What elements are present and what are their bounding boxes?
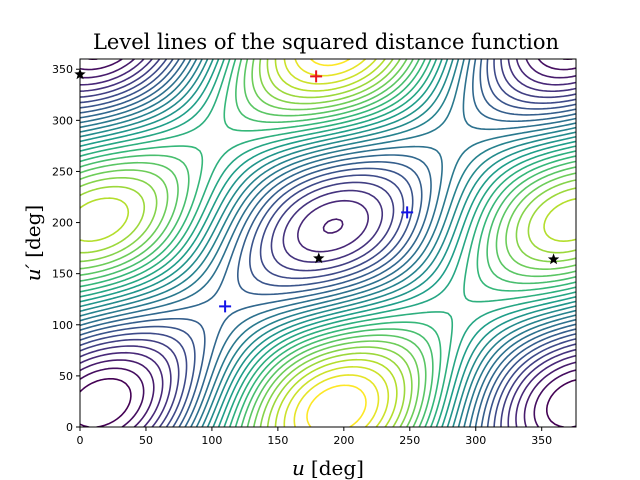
markers — [74, 68, 560, 313]
star-marker — [547, 253, 560, 265]
plus-marker — [310, 70, 323, 83]
contour-level — [80, 59, 576, 427]
contour-level — [80, 59, 576, 427]
contour-level — [80, 59, 576, 427]
x-tick-label: 250 — [399, 434, 420, 447]
x-axis-label-unit: [deg] — [311, 456, 364, 480]
x-axis-ticks: 0 50 100 150 200 250 300 350 — [77, 427, 552, 447]
y-tick-label: 150 — [52, 268, 73, 281]
x-tick-label: 200 — [333, 434, 354, 447]
star-marker — [313, 252, 325, 264]
contour-level — [80, 59, 576, 427]
contour-level — [80, 59, 576, 427]
contour-level — [80, 59, 576, 427]
y-tick-label: 250 — [52, 165, 73, 178]
contour-level — [80, 59, 576, 427]
contour-level — [80, 59, 576, 427]
y-axis-label-var: u′ — [21, 263, 45, 281]
x-axis-label-var: u — [292, 456, 305, 480]
contour-lines — [80, 59, 576, 427]
contour-level — [283, 59, 390, 427]
x-tick-label: 50 — [139, 434, 153, 447]
contour-level — [80, 59, 576, 427]
contour-level — [80, 59, 576, 427]
contour-level — [80, 59, 576, 427]
x-tick-label: 300 — [465, 434, 486, 447]
contour-level — [80, 59, 576, 427]
y-tick-label: 50 — [59, 370, 73, 383]
y-axis-label-unit: [deg] — [21, 205, 45, 258]
y-tick-label: 300 — [52, 114, 73, 127]
x-tick-label: 350 — [531, 434, 552, 447]
contour-level — [80, 59, 576, 427]
y-tick-label: 0 — [66, 421, 73, 434]
contour-level — [80, 59, 576, 427]
contour-level — [293, 59, 380, 427]
y-tick-label: 200 — [52, 217, 73, 230]
contour-level — [80, 59, 576, 427]
y-tick-label: 350 — [52, 63, 73, 76]
x-axis-label: u [deg] — [292, 456, 364, 480]
y-tick-label: 100 — [52, 319, 73, 332]
x-tick-label: 100 — [201, 434, 222, 447]
y-axis-label: u′ [deg] — [21, 205, 45, 281]
contour-level — [80, 59, 576, 427]
plus-marker — [219, 300, 232, 313]
contour-level — [80, 59, 576, 427]
plus-marker — [401, 206, 414, 219]
contour-level — [80, 59, 576, 427]
x-tick-label: 0 — [77, 434, 84, 447]
y-axis-ticks: 0 50 100 150 200 250 300 350 — [52, 63, 80, 434]
star-marker — [74, 68, 86, 80]
x-tick-label: 150 — [267, 434, 288, 447]
chart-title: Level lines of the squared distance func… — [93, 30, 559, 54]
contour-level — [80, 59, 576, 427]
contour-level — [80, 59, 576, 427]
plot-frame — [79, 58, 577, 428]
contour-level — [80, 59, 576, 427]
contour-level — [306, 59, 367, 427]
